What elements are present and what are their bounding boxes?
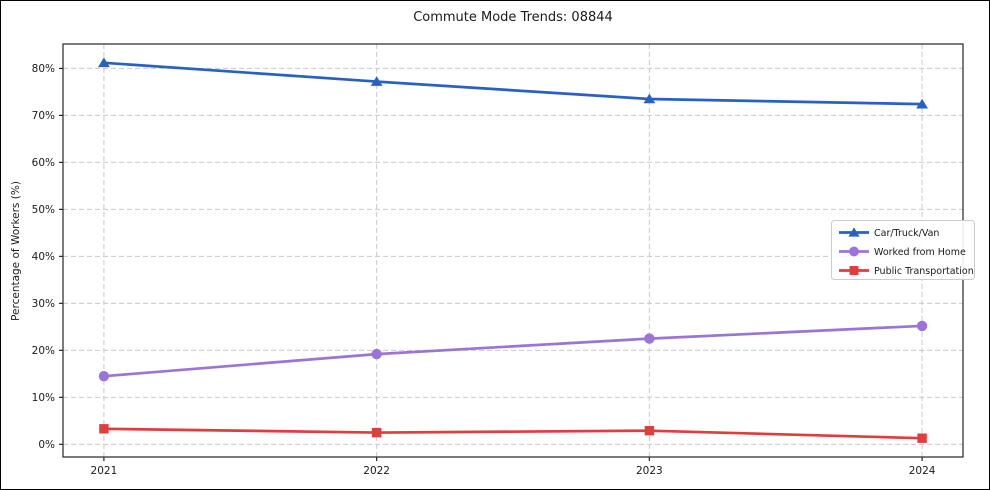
y-tick-label: 40% <box>32 251 55 263</box>
legend: Car/Truck/Van Worked from Home Public Tran… <box>831 220 975 280</box>
y-tick-label: 50% <box>32 204 55 216</box>
legend-entry: Public Transportation <box>839 266 974 277</box>
y-tick-label: 20% <box>32 345 55 357</box>
legend-entry: Worked from Home <box>839 246 966 258</box>
y-tick-label: 80% <box>32 63 55 75</box>
data-point <box>371 427 382 438</box>
x-tick-label: 2024 <box>909 465 936 477</box>
data-point <box>916 98 928 109</box>
data-point <box>371 348 382 360</box>
y-tick-label: 0% <box>38 439 55 451</box>
data-point <box>643 93 656 104</box>
data-point <box>916 320 928 332</box>
legend-label: Public Transportation <box>874 266 974 277</box>
series-line <box>102 427 924 440</box>
legend-square-icon <box>849 266 859 275</box>
legend-box <box>831 220 975 280</box>
y-tick-label: 30% <box>32 298 55 310</box>
data-point <box>98 57 110 68</box>
data-point <box>917 433 927 443</box>
legend-circle-icon <box>849 246 859 257</box>
data-point <box>99 424 109 434</box>
data-point <box>644 333 655 344</box>
chart-title: Commute Mode Trends: 08844 <box>413 10 613 25</box>
x-tick-label: 2023 <box>636 465 663 477</box>
data-point <box>644 425 655 436</box>
x-tick-label: 2022 <box>363 465 390 477</box>
legend-label: Worked from Home <box>874 247 966 258</box>
legend-label: Car/Truck/Van <box>874 228 939 239</box>
series-line <box>102 61 924 106</box>
data-point <box>370 76 383 86</box>
x-tick-label: 2021 <box>91 465 118 477</box>
legend-triangle-up-icon <box>848 227 860 237</box>
axes-spines <box>62 43 964 458</box>
series-line <box>102 324 924 378</box>
y-tick-label: 60% <box>32 157 55 169</box>
y-tick-label: 70% <box>32 110 55 122</box>
data-point <box>98 370 110 382</box>
legend-entry: Car/Truck/Van <box>839 227 939 239</box>
y-tick-label: 10% <box>32 392 55 404</box>
